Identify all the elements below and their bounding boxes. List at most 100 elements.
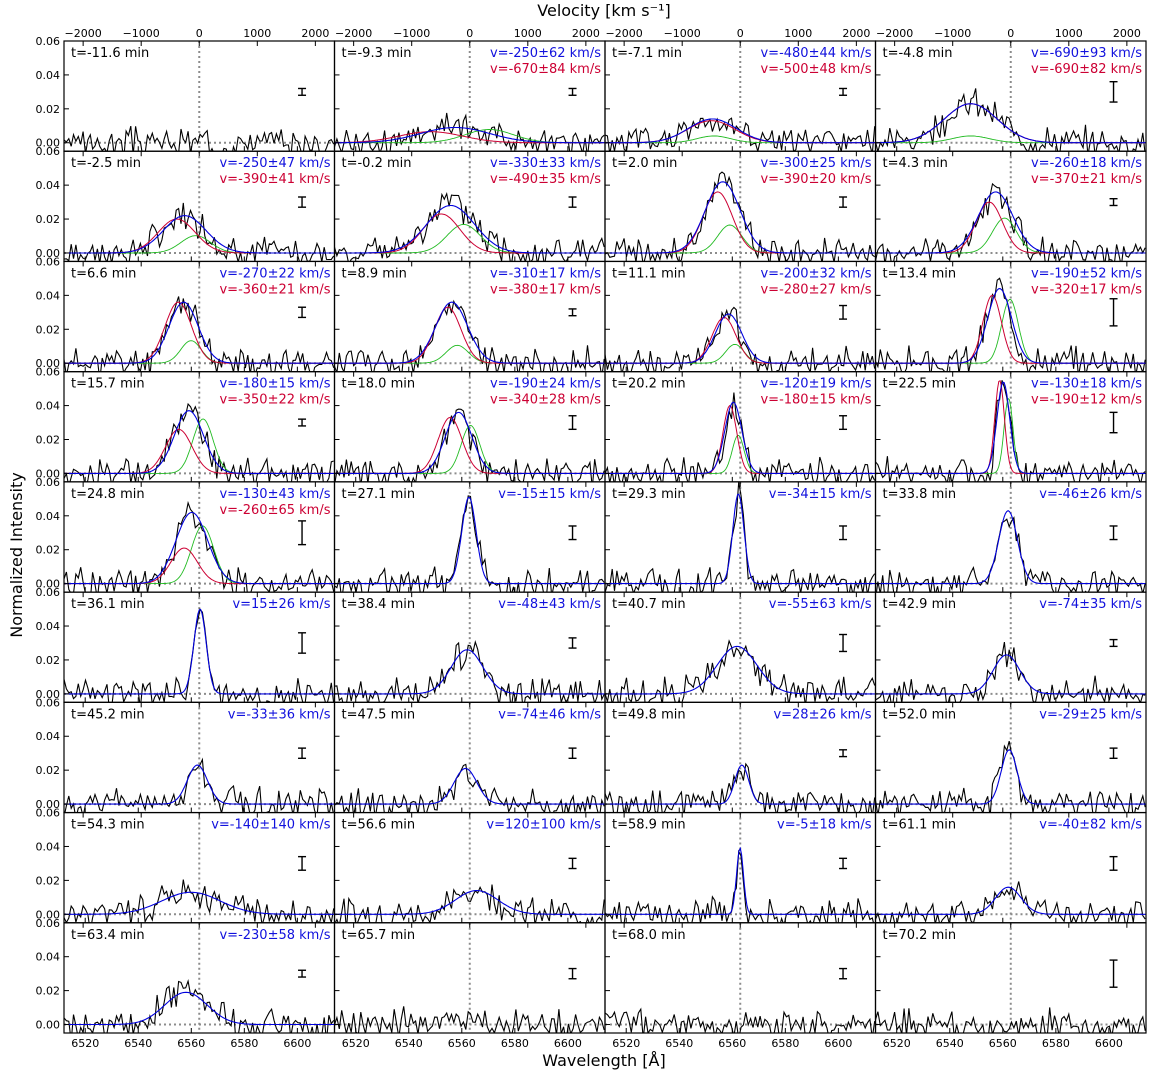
spectrum-panel: t=56.6 min v=120±100 km/s [333, 811, 606, 924]
panel-plot-area [334, 481, 605, 593]
y-axis-title: Normalized Intensity [7, 472, 26, 637]
observed-spectrum [64, 978, 335, 1033]
red-velocity-label: v=-190±12 km/s [1031, 393, 1142, 408]
red-velocity-label: v=-390±20 km/s [760, 172, 871, 187]
panel-plot-area [64, 151, 335, 262]
y-tick-label: 0.00 [36, 578, 61, 591]
panel-time-label: t=20.2 min [612, 377, 686, 392]
x-tick-label: 6600 [1095, 1037, 1123, 1050]
observed-spectrum [605, 171, 876, 262]
x-tick-label: 6580 [1042, 1037, 1070, 1050]
panel-time-label: t=36.1 min [71, 597, 145, 612]
panel-time-label: t=29.3 min [612, 487, 686, 502]
velocity-tick-label: −2000 [876, 27, 913, 40]
panel-plot-area [875, 41, 1146, 152]
blue-velocity-label: v=-29±25 km/s [1039, 707, 1142, 722]
x-tick-label: 6520 [612, 1037, 640, 1050]
panel-plot-area [64, 702, 335, 813]
velocity-tick-label: 2000 [301, 27, 329, 40]
blue-velocity-label: v=120±100 km/s [486, 818, 601, 833]
velocity-tick-label: −2000 [606, 27, 643, 40]
observed-spectrum [334, 112, 605, 152]
blue-velocity-label: v=-140±140 km/s [211, 818, 330, 833]
panel-plot-area [64, 812, 335, 923]
red-component-fit [605, 316, 876, 364]
panel-time-label: t=40.7 min [612, 597, 686, 612]
x-tick-label: 6540 [395, 1037, 423, 1050]
blue-total-fit [64, 991, 335, 1026]
panel-plot-area [875, 592, 1146, 703]
velocity-tick-label: 0 [1007, 27, 1014, 40]
blue-total-fit [875, 510, 1146, 585]
blue-total-fit [875, 654, 1146, 695]
panel-time-label: t=-7.1 min [612, 46, 682, 61]
velocity-tick-label: 1000 [243, 27, 271, 40]
panel-plot-area [334, 151, 605, 262]
spectrum-panel: t=13.4 min v=-190±52 km/sv=-320±17 km/s [874, 260, 1147, 373]
observed-spectrum [605, 639, 876, 703]
blue-velocity-label: v=-480±44 km/s [760, 46, 871, 61]
blue-total-fit [64, 410, 335, 474]
panel-time-label: t=65.7 min [342, 928, 416, 943]
velocity-tick-label: −2000 [335, 27, 372, 40]
velocity-tick-label: −1000 [393, 27, 430, 40]
blue-total-fit [605, 846, 876, 915]
blue-total-fit [875, 288, 1146, 364]
observed-spectrum [64, 125, 335, 152]
red-velocity-label: v=-320±17 km/s [1031, 282, 1142, 297]
panel-plot-area [605, 812, 876, 923]
y-tick-label: 0.06 [36, 145, 61, 158]
blue-total-fit [334, 649, 605, 695]
observed-spectrum [875, 277, 1146, 372]
blue-velocity-label: v=-200±32 km/s [760, 266, 871, 281]
y-tick-label: 0.04 [36, 400, 61, 413]
x-tick-label: 6580 [501, 1037, 529, 1050]
panel-plot-area [334, 261, 605, 372]
blue-total-fit [64, 301, 335, 364]
blue-velocity-label: v=28±26 km/s [773, 707, 871, 722]
panel-time-label: t=70.2 min [883, 928, 957, 943]
panel-time-label: t=8.9 min [342, 266, 407, 281]
panel-plot-area [64, 371, 335, 482]
velocity-tick-label: 0 [737, 27, 744, 40]
observed-spectrum [64, 500, 335, 593]
red-component-fit [875, 294, 1146, 364]
panel-time-label: t=-9.3 min [342, 46, 412, 61]
blue-total-fit [64, 891, 335, 915]
blue-total-fit [334, 204, 605, 254]
panel-time-label: t=49.8 min [612, 707, 686, 722]
panel-plot-area [875, 261, 1146, 372]
panel-plot-area [605, 702, 876, 813]
panel-plot-area [605, 922, 876, 1033]
panel-plot-area [605, 261, 876, 372]
y-tick-label: 0.00 [36, 247, 61, 260]
spectrum-panel: t=33.8 min v=-46±26 km/s [874, 481, 1147, 593]
red-velocity-label: v=-350±22 km/s [219, 393, 330, 408]
panel-plot-area [605, 41, 876, 152]
spectrum-panel: t=45.2 min v=-33±36 km/s 0.00 0.02 0.04 0.06 [36, 696, 336, 814]
blue-total-fit [334, 126, 605, 144]
blue-total-fit [605, 401, 876, 474]
y-tick-label: 0.02 [36, 433, 61, 446]
panel-time-label: t=56.6 min [342, 818, 416, 833]
observed-spectrum [875, 380, 1146, 482]
panel-plot-area [605, 481, 876, 593]
y-tick-label: 0.00 [36, 798, 61, 811]
panel-plot-area [875, 151, 1146, 262]
panel-time-label: t=18.0 min [342, 377, 416, 392]
red-velocity-label: v=-380±17 km/s [490, 282, 601, 297]
blue-total-fit [334, 411, 605, 474]
panel-plot-area [875, 481, 1146, 593]
blue-total-fit [64, 608, 335, 695]
blue-total-fit [875, 103, 1146, 144]
panel-time-label: t=52.0 min [883, 707, 957, 722]
spectrum-panel: t=52.0 min v=-29±25 km/s [874, 701, 1147, 814]
panel-plot-area [334, 812, 605, 923]
observed-spectrum [875, 1007, 1146, 1033]
x-tick-label: 6560 [448, 1037, 476, 1050]
blue-total-fit [875, 749, 1146, 805]
red-velocity-label: v=-390±41 km/s [219, 172, 330, 187]
x-tick-label: 6520 [883, 1037, 911, 1050]
observed-spectrum [875, 642, 1146, 703]
